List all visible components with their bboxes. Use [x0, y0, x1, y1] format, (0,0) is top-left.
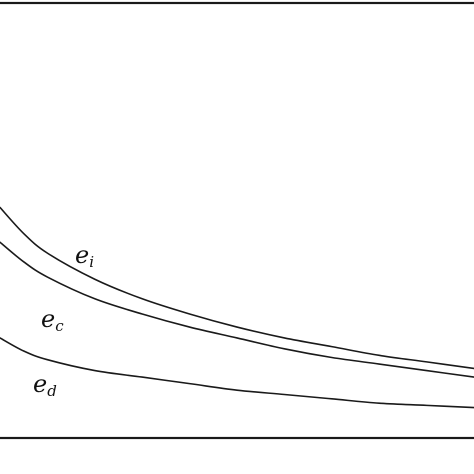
series-label-i: ei [75, 241, 94, 271]
series-label-base: e [33, 370, 47, 398]
series-label-subscript: c [55, 317, 64, 335]
series-label-base: e [41, 305, 55, 333]
series-label-d: ed [33, 370, 57, 400]
series-label-subscript: d [47, 382, 57, 400]
series-label-subscript: i [89, 253, 94, 271]
series-line-d [0, 337, 474, 409]
plot-frame [0, 1, 474, 440]
series-line-i [0, 206, 474, 370]
series-label-base: e [75, 241, 89, 269]
series-line-c [0, 241, 474, 378]
curves-group [0, 206, 474, 409]
series-label-c: ec [41, 305, 64, 335]
